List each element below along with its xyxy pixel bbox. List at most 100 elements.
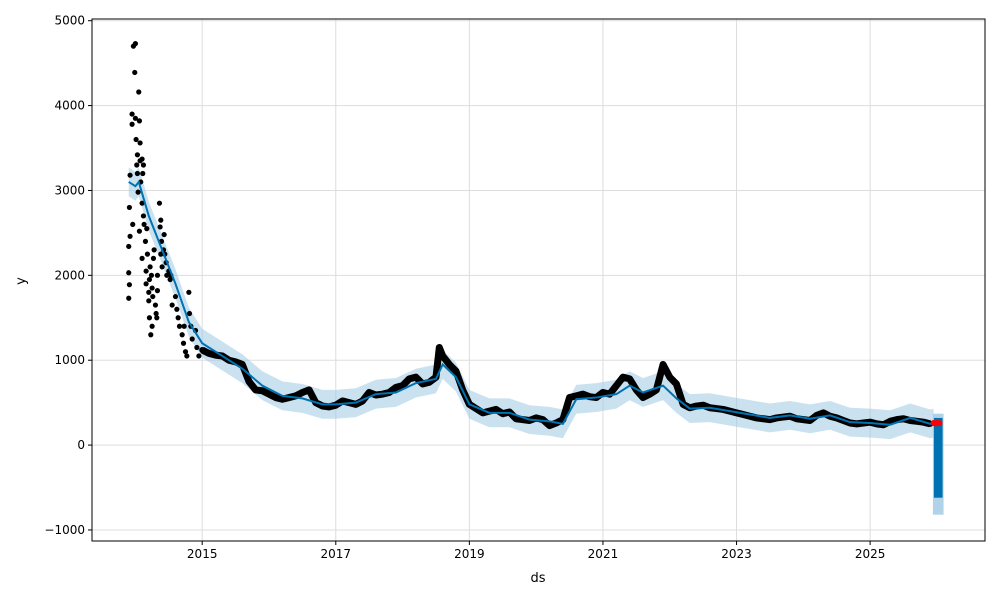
actual-point [439, 352, 446, 359]
actual-point [147, 264, 153, 270]
actual-point [180, 340, 187, 346]
actual-point [252, 386, 259, 393]
actual-points [126, 41, 934, 430]
actual-point [493, 406, 500, 413]
actual-point [566, 394, 573, 401]
actual-point [129, 121, 135, 127]
actual-point [184, 353, 190, 359]
actual-point [366, 389, 373, 396]
actual-point [640, 394, 647, 401]
actual-point [167, 276, 173, 283]
actual-point [150, 255, 157, 261]
actual-point [186, 289, 192, 295]
uncertainty-interval [128, 167, 934, 440]
actual-point [129, 111, 135, 117]
actual-point [820, 409, 827, 416]
actual-point [144, 226, 150, 232]
actual-point [513, 415, 520, 422]
actual-point [157, 224, 163, 230]
actual-point [196, 353, 202, 359]
y-axis: −1000 0 1000 2000 3000 4000 5000 [44, 14, 92, 537]
actual-point [130, 221, 136, 228]
actual-point [181, 323, 187, 329]
actual-point [140, 213, 147, 219]
x-tick-label: 2021 [588, 547, 619, 561]
actual-point [146, 276, 153, 283]
actual-point [613, 382, 620, 389]
actual-point [436, 344, 443, 351]
highlighted-points [930, 419, 943, 427]
actual-point [164, 272, 170, 278]
actual-point [133, 136, 139, 143]
actual-point [137, 140, 143, 146]
actual-point [149, 323, 155, 329]
actual-point [412, 374, 419, 381]
actual-point [139, 200, 145, 206]
actual-point [189, 336, 195, 342]
actual-point [154, 288, 161, 294]
actual-point [146, 315, 153, 321]
actual-point [158, 217, 164, 223]
actual-point [579, 391, 586, 398]
actual-point [182, 349, 189, 355]
actual-point [132, 69, 138, 76]
actual-point [139, 255, 145, 261]
actual-point [146, 289, 152, 295]
actual-point [134, 170, 141, 177]
actual-point [245, 378, 252, 385]
actual-point [143, 268, 149, 274]
actual-point [546, 422, 553, 429]
actual-point [176, 323, 183, 329]
plot-frame [91, 18, 986, 542]
actual-point [446, 361, 453, 368]
actual-point [186, 310, 193, 317]
actual-point [272, 394, 279, 401]
y-axis-label: y [14, 277, 29, 285]
actual-point [142, 238, 149, 244]
highlighted-point [936, 420, 943, 427]
actual-point [660, 361, 667, 368]
actual-point [127, 172, 133, 178]
x-axis-label: ds [530, 571, 545, 586]
x-tick-label: 2025 [855, 547, 886, 561]
actual-point [265, 391, 272, 398]
y-tick-label: 4000 [54, 99, 85, 113]
x-tick-label: 2019 [454, 547, 485, 561]
actual-point [154, 315, 160, 321]
actual-point [599, 389, 606, 396]
actual-point [646, 391, 653, 398]
actual-point [158, 251, 164, 257]
x-tick-label: 2023 [721, 547, 752, 561]
actual-point [148, 272, 155, 278]
actual-point [406, 375, 413, 382]
x-axis: 2015 2017 2019 2021 2023 2025 [187, 541, 885, 561]
actual-point [175, 315, 181, 321]
actual-point [673, 380, 680, 387]
actual-point [153, 310, 159, 317]
actual-point [174, 306, 180, 312]
actual-point [700, 402, 707, 409]
actual-point [205, 350, 212, 357]
actual-point [136, 228, 143, 234]
actual-point [259, 387, 266, 394]
grid [92, 19, 985, 541]
actual-point [148, 332, 154, 338]
y-tick-label: 3000 [54, 183, 85, 197]
actual-point [156, 200, 163, 206]
actual-point [140, 162, 147, 168]
actual-point [239, 361, 246, 368]
actual-point [126, 270, 132, 276]
forecast-line [128, 179, 934, 426]
actual-point [146, 298, 152, 304]
actual-point [127, 233, 133, 239]
actual-point [887, 418, 894, 425]
actual-point [179, 332, 185, 338]
actual-point [619, 374, 626, 381]
actual-point [134, 152, 141, 158]
actual-point [453, 368, 460, 375]
actual-point [399, 382, 406, 389]
actual-point [135, 189, 141, 195]
actual-point [172, 293, 179, 300]
actual-point [159, 264, 165, 270]
